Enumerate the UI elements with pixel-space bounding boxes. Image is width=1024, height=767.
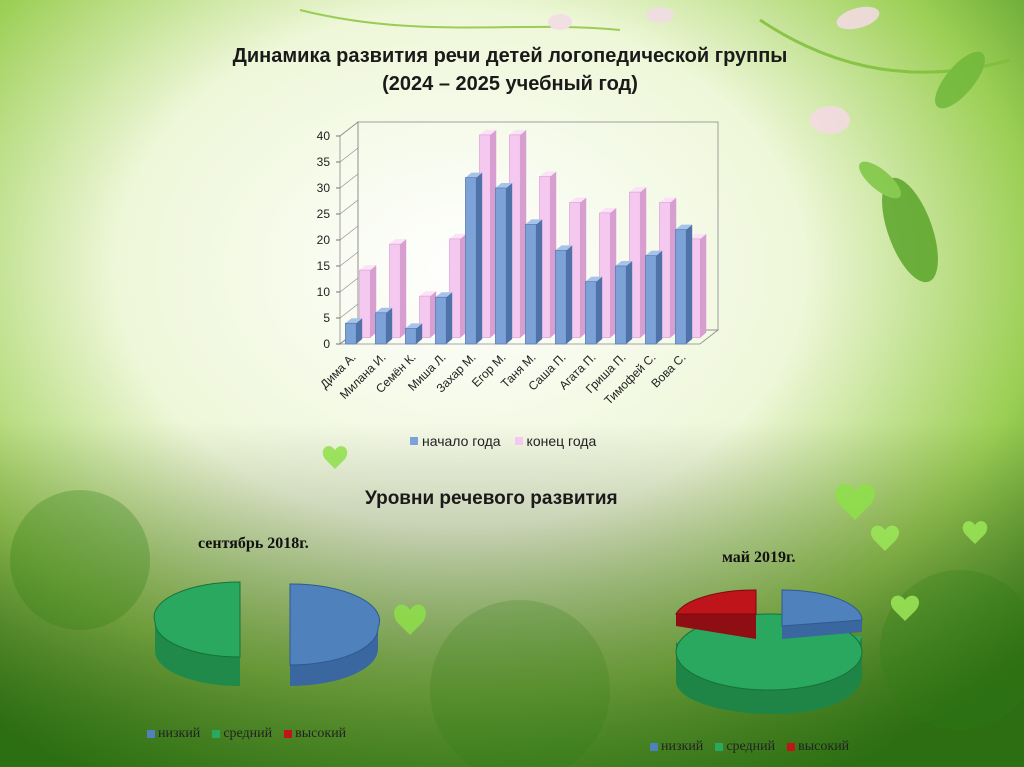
pie-legend-item-low: низкий (650, 739, 703, 755)
pie-legend-label-low: низкий (158, 726, 201, 741)
bar-start-of-year (375, 307, 393, 345)
pie-legend-swatch-high (787, 743, 796, 751)
pie-legend-swatch-low (147, 730, 155, 738)
pie-legend-swatch-medium (212, 730, 221, 738)
pie-legend-swatch-low (650, 743, 658, 751)
legend-label-start: начало года (422, 433, 501, 449)
bar-end-of-year (659, 197, 677, 338)
bar-end-of-year (359, 265, 377, 339)
pie-legend-item-medium: средний (212, 726, 272, 742)
bar-end-of-year (689, 233, 707, 338)
pie-legend-item-high: высокий (787, 739, 849, 755)
bar-end-of-year (599, 207, 617, 338)
y-gridline-side (339, 277, 359, 293)
y-gridline-side (339, 303, 359, 319)
y-tick-label: 30 (317, 181, 331, 195)
bar-start-of-year (435, 292, 453, 345)
bar-start-of-year (525, 219, 543, 345)
pie-legend-label-high: высокий (798, 739, 850, 754)
bar-start-of-year (675, 224, 693, 345)
bar-end-of-year (419, 291, 437, 339)
bar-start-of-year (645, 250, 663, 345)
bar-start-of-year (405, 323, 423, 345)
legend-item-end: конец года (514, 433, 597, 449)
legend-swatch-end (514, 437, 523, 445)
pie-legend-item-medium: средний (715, 739, 775, 755)
y-tick-label: 15 (317, 259, 331, 273)
pie-legend-swatch-high (284, 730, 293, 738)
foliage-decoration (10, 6, 1024, 767)
bar-start-of-year (555, 245, 573, 345)
pie-legend-item-low: низкий (147, 726, 200, 742)
pie-legend-may: низкий средний высокий (650, 739, 861, 755)
y-gridline-side (339, 225, 359, 241)
slide-title: Динамика развития речи детей логопедичес… (150, 42, 870, 98)
title-line-2: (2024 – 2025 учебный год) (382, 73, 638, 95)
bar-end-of-year (509, 129, 527, 338)
y-gridline-side (339, 199, 359, 215)
pie-legend-september: низкий средний высокий (147, 726, 358, 742)
y-gridline-side (339, 251, 359, 267)
y-gridline-side (339, 121, 359, 137)
y-tick-label: 10 (317, 285, 331, 299)
bar-start-of-year (615, 261, 633, 345)
bar-end-of-year (449, 233, 467, 338)
y-tick-label: 40 (317, 129, 331, 143)
title-line-1: Динамика развития речи детей логопедичес… (232, 45, 788, 67)
pie-legend-swatch-medium (715, 743, 724, 751)
y-gridline-side (339, 173, 359, 189)
pie-title-may: май 2019г. (722, 549, 796, 566)
y-tick-label: 0 (323, 337, 330, 351)
y-tick-label: 35 (317, 155, 331, 169)
pie-title-september: сентябрь 2018г. (198, 535, 309, 552)
y-tick-label: 5 (323, 311, 330, 325)
pie-legend-item-high: высокий (284, 726, 346, 742)
y-tick-label: 20 (317, 233, 331, 247)
legend-item-start: начало года (410, 433, 501, 449)
bar-end-of-year (389, 239, 407, 339)
pie-legend-label-medium: средний (726, 739, 776, 754)
pie-slice-may-high (675, 589, 757, 639)
pie-slice-september-medium (153, 581, 241, 686)
pie-slice-may-low (781, 589, 863, 639)
legend-swatch-start (410, 437, 418, 445)
pie-legend-label-low: низкий (661, 739, 704, 754)
legend-label-end: конец года (526, 433, 597, 449)
bar-start-of-year (495, 183, 513, 345)
bar-start-of-year (585, 276, 603, 345)
levels-title: Уровни речевого развития (365, 488, 618, 509)
bar-start-of-year (465, 172, 483, 345)
bar-chart-legend: начало года конец года (410, 433, 610, 449)
pie-legend-label-high: высокий (295, 726, 347, 741)
bar-end-of-year (479, 129, 497, 338)
bar-start-of-year (345, 318, 363, 345)
y-tick-label: 25 (317, 207, 331, 221)
pie-slice-september-low (289, 583, 381, 686)
pie-legend-label-medium: средний (223, 726, 273, 741)
y-gridline-side (339, 147, 359, 163)
